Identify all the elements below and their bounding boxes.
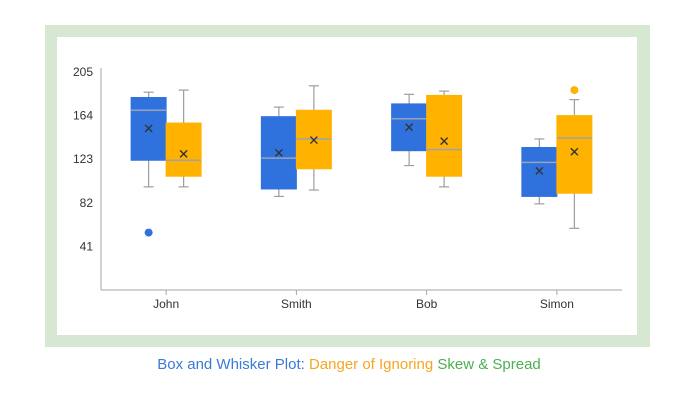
box xyxy=(165,122,202,177)
mean-marker xyxy=(274,148,283,157)
x-tick-label: Smith xyxy=(281,297,312,311)
x-tick-label: Bob xyxy=(416,297,438,311)
y-tick-label: 205 xyxy=(73,65,93,79)
mean-marker xyxy=(535,166,544,175)
mean-marker xyxy=(179,149,188,158)
y-tick-label: 82 xyxy=(80,196,94,210)
outlier-point xyxy=(144,228,153,237)
caption-part-2: Danger of Ignoring xyxy=(308,356,438,373)
mean-marker xyxy=(440,137,449,146)
x-tick-label: Simon xyxy=(540,297,574,311)
mean-marker xyxy=(570,147,579,156)
box xyxy=(426,94,463,177)
box xyxy=(521,147,558,197)
mean-marker xyxy=(309,136,318,145)
mean-marker xyxy=(405,123,414,132)
caption-part-1: Box and Whisker Plot: xyxy=(157,356,309,373)
y-tick-label: 41 xyxy=(80,239,94,253)
box xyxy=(556,115,593,194)
chart-caption: Box and Whisker Plot: Danger of Ignoring… xyxy=(0,356,698,373)
x-tick-label: John xyxy=(153,297,179,311)
y-tick-label: 164 xyxy=(73,109,93,123)
y-tick-label: 123 xyxy=(73,152,93,166)
outlier-point xyxy=(570,86,579,95)
caption-part-3: Skew & Spread xyxy=(437,356,541,373)
mean-marker xyxy=(144,124,153,133)
